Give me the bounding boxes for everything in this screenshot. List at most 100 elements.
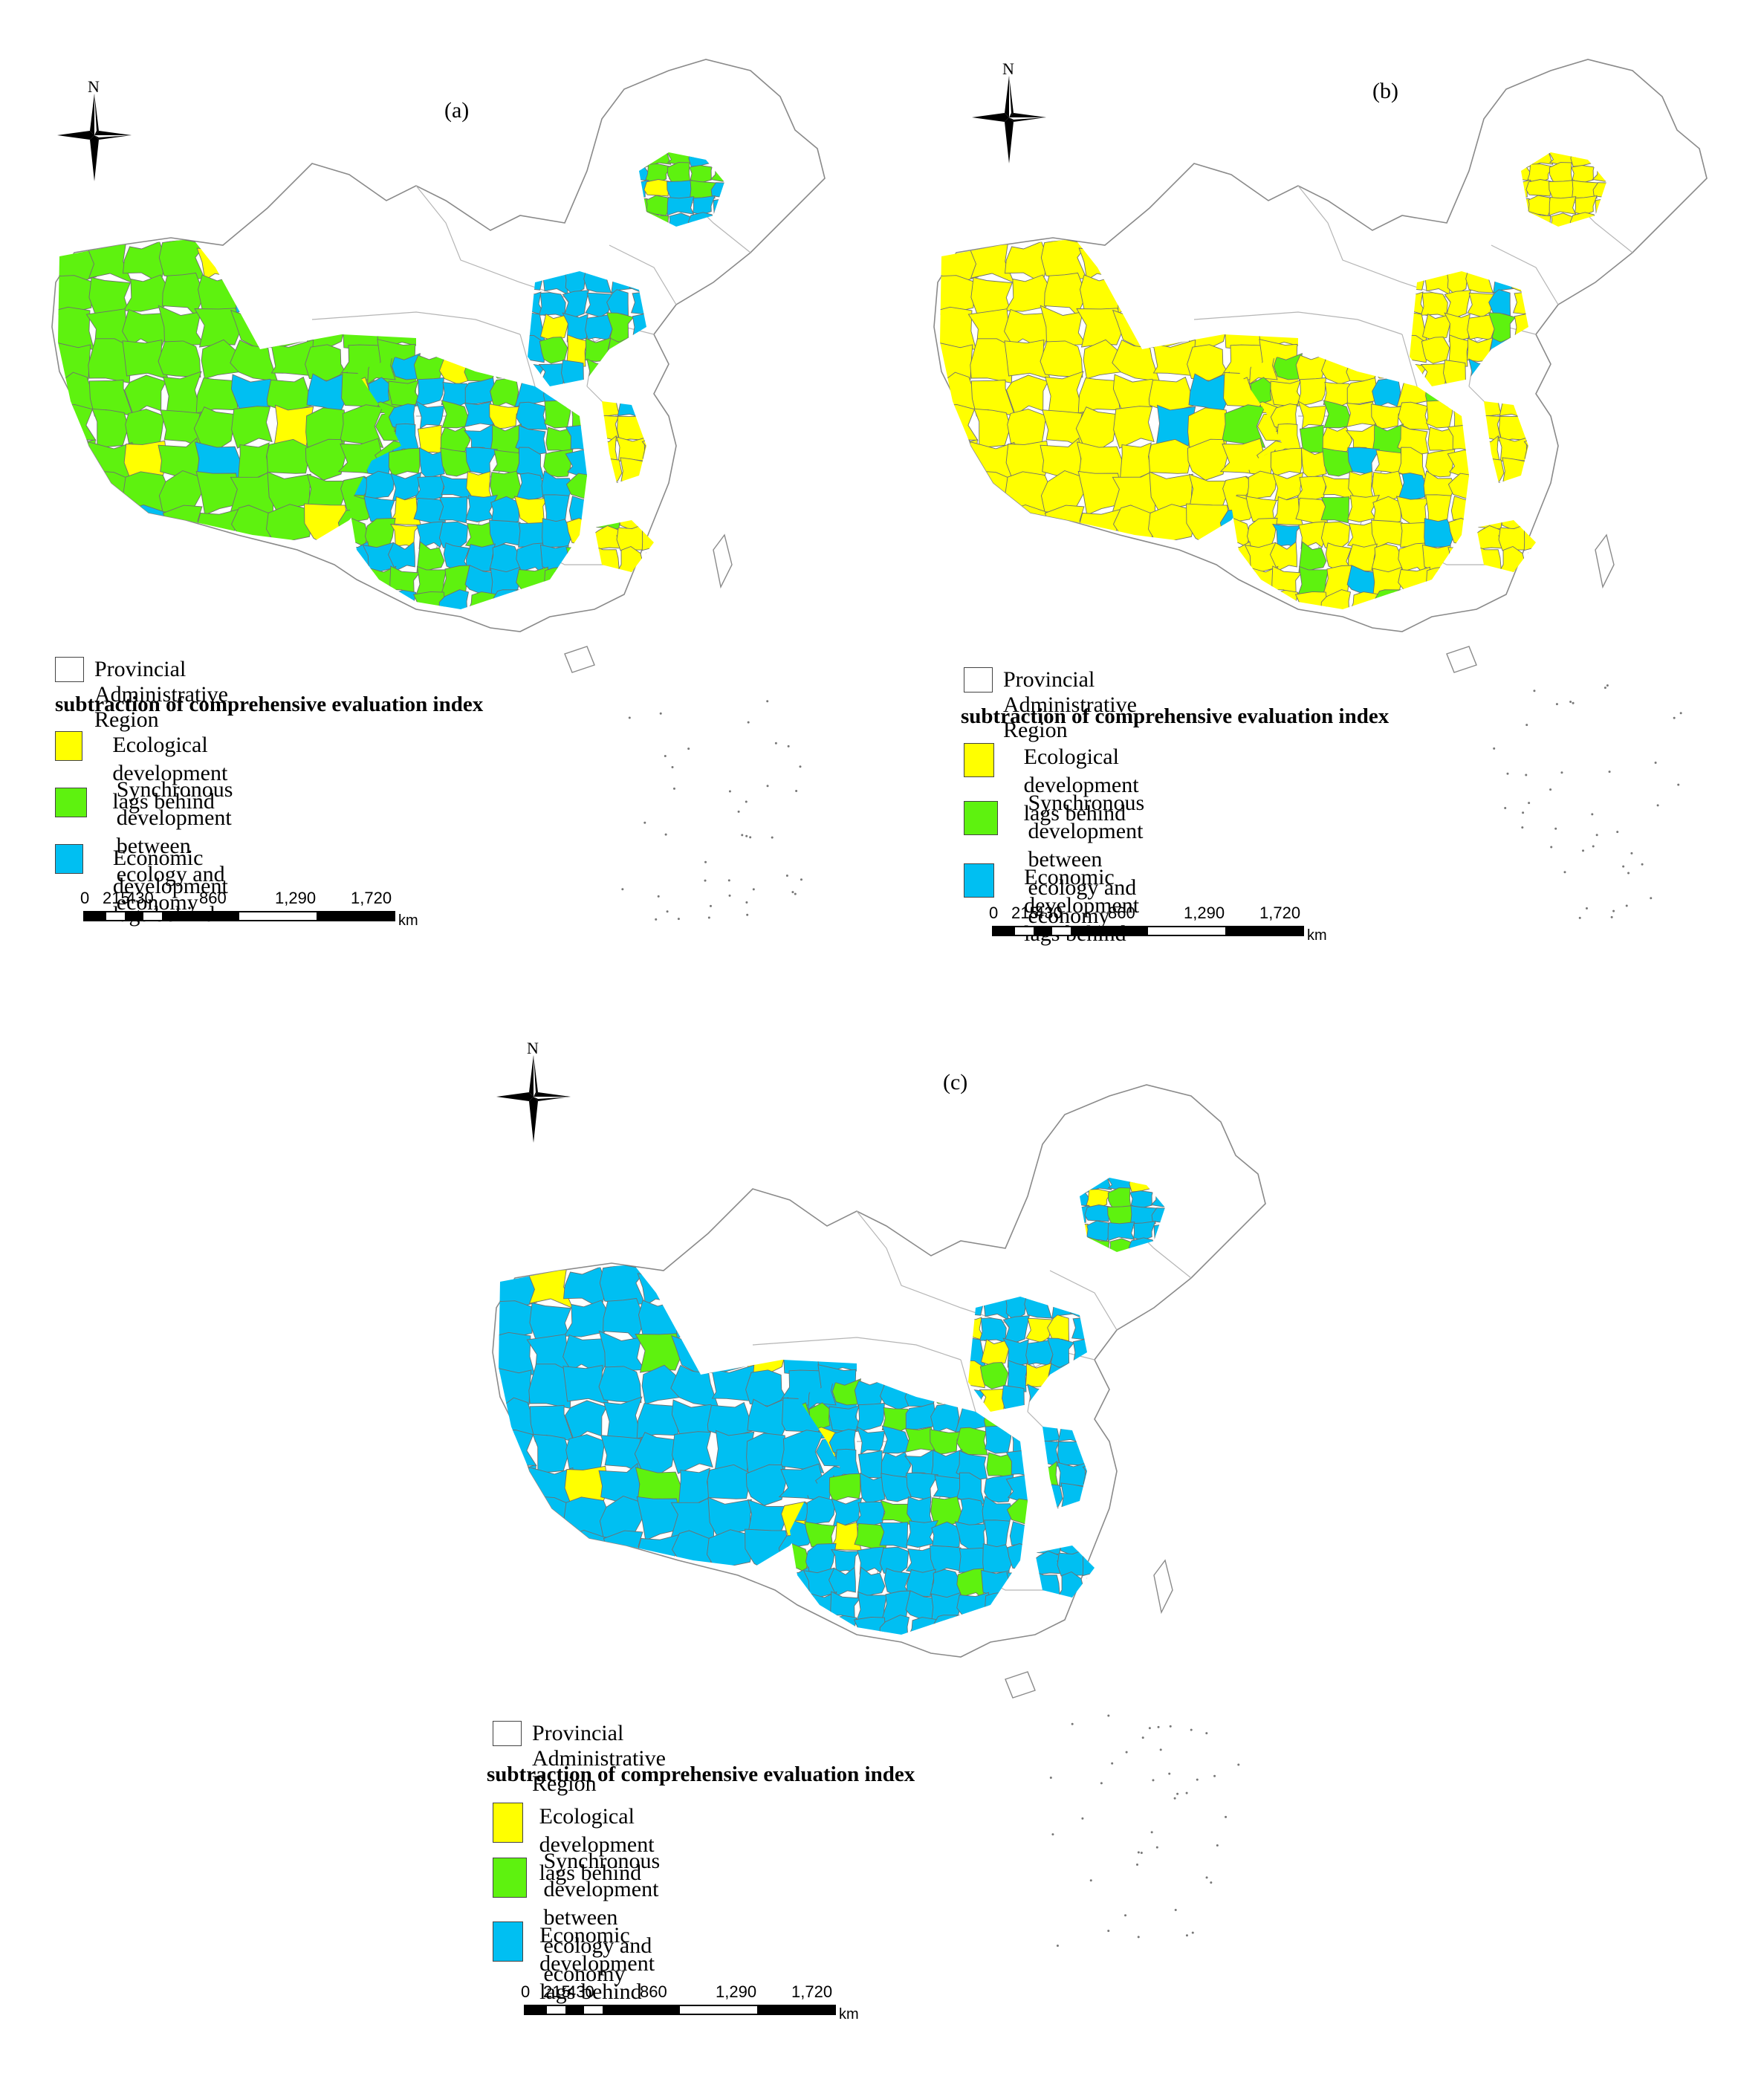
sea-island: [1185, 1791, 1188, 1794]
county-unit: [160, 505, 204, 542]
sea-island: [737, 810, 740, 813]
county-unit: [690, 180, 717, 201]
sea-island: [745, 901, 748, 904]
sea-island: [1176, 1792, 1179, 1795]
county-unit: [340, 404, 384, 448]
county-unit: [1298, 521, 1326, 549]
provincial-swatch: [493, 1721, 522, 1746]
county-unit: [489, 403, 524, 429]
sea-island: [657, 895, 660, 898]
county-unit: [979, 1362, 1009, 1389]
provincial-label: Provincial Administrative Region: [1002, 667, 1137, 742]
scale-segments: [83, 911, 395, 921]
county-unit: [1572, 180, 1599, 201]
county-unit: [1300, 447, 1327, 479]
sea-island: [1533, 690, 1536, 693]
sea-island: [1560, 771, 1563, 774]
sea-island: [1173, 1797, 1176, 1800]
province-border: [609, 244, 677, 305]
county-unit: [1040, 340, 1083, 378]
county-unit: [266, 438, 312, 474]
county-unit: [707, 1401, 753, 1438]
county-unit: [565, 473, 587, 501]
county-unit: [538, 292, 566, 318]
sea-island: [1554, 827, 1557, 830]
sea-island: [1051, 1833, 1054, 1836]
sea-island: [1555, 703, 1558, 706]
sea-island: [1585, 907, 1588, 910]
scale-labels: 0 215 430 860 1,290 1,720: [989, 904, 1301, 923]
county-unit: [526, 1528, 571, 1566]
taiwan-island: [1595, 533, 1615, 589]
county-unit: [829, 1473, 861, 1502]
sea-island: [1136, 1863, 1139, 1866]
sea-island: [1155, 1846, 1158, 1849]
sea-island: [704, 879, 707, 882]
county-unit: [238, 442, 270, 480]
county-unit: [940, 275, 976, 317]
county-unit: [1525, 179, 1554, 197]
province-border: [1193, 311, 1403, 335]
county-unit: [1046, 1337, 1075, 1369]
province-border: [752, 1337, 962, 1360]
county-unit: [634, 1432, 675, 1475]
sea-island: [1049, 1777, 1052, 1780]
county-unit: [1148, 376, 1195, 412]
county-unit: [1113, 406, 1155, 449]
county-unit: [1005, 1475, 1028, 1504]
county-unit: [1076, 308, 1123, 348]
county-unit: [1231, 494, 1254, 525]
hainan-island: [564, 646, 595, 673]
sea-island: [752, 888, 755, 891]
county-unit: [231, 406, 273, 449]
sea-island: [1174, 1908, 1177, 1911]
sea-island: [741, 834, 744, 837]
county-unit: [266, 376, 313, 412]
scale-unit: km: [839, 2006, 859, 2023]
county-unit: [1447, 473, 1469, 501]
scale-tick-label: 1,720: [1259, 904, 1301, 922]
scale-unit: km: [1307, 927, 1327, 944]
sea-island: [1140, 1852, 1143, 1855]
county-unit: [58, 275, 94, 317]
sea-island: [1673, 716, 1676, 719]
synchronous-swatch: [964, 801, 999, 835]
province-border: [1491, 244, 1559, 305]
county-unit: [1467, 292, 1495, 318]
county-unit: [1231, 592, 1254, 609]
compass-icon: [496, 1055, 571, 1143]
county-unit: [1549, 196, 1577, 216]
county-unit: [1132, 1221, 1156, 1241]
county-unit: [418, 447, 445, 479]
sea-island: [1107, 1930, 1110, 1933]
sea-island: [1604, 687, 1606, 690]
scale-segments: [992, 926, 1304, 936]
county-unit: [1448, 334, 1470, 367]
sea-island: [728, 894, 731, 897]
taiwan-island: [1153, 1559, 1173, 1615]
county-unit: [692, 195, 716, 215]
county-unit: [931, 1521, 960, 1551]
county-unit: [643, 179, 672, 197]
sea-island: [643, 821, 646, 824]
sea-island: [687, 747, 690, 750]
sea-island: [1592, 845, 1595, 848]
county-unit: [532, 1433, 570, 1473]
ecological-lag-swatch: [55, 731, 83, 761]
sea-island: [1210, 1881, 1213, 1884]
sea-island: [1625, 904, 1628, 907]
county-unit: [499, 1528, 535, 1568]
county-unit: [490, 496, 519, 525]
sea-island: [1137, 1851, 1140, 1854]
county-unit: [707, 1529, 753, 1568]
county-unit: [415, 565, 447, 597]
ecological-lag-label: Ecological development lags behind: [112, 733, 228, 814]
county-unit: [539, 337, 568, 364]
scale-unit: km: [398, 912, 418, 929]
scale-tick-label: 1,720: [351, 889, 392, 907]
county-unit: [539, 313, 569, 341]
county-unit: [973, 408, 1011, 448]
county-unit: [1421, 313, 1451, 341]
sea-island: [664, 755, 667, 758]
sea-island: [785, 874, 788, 877]
